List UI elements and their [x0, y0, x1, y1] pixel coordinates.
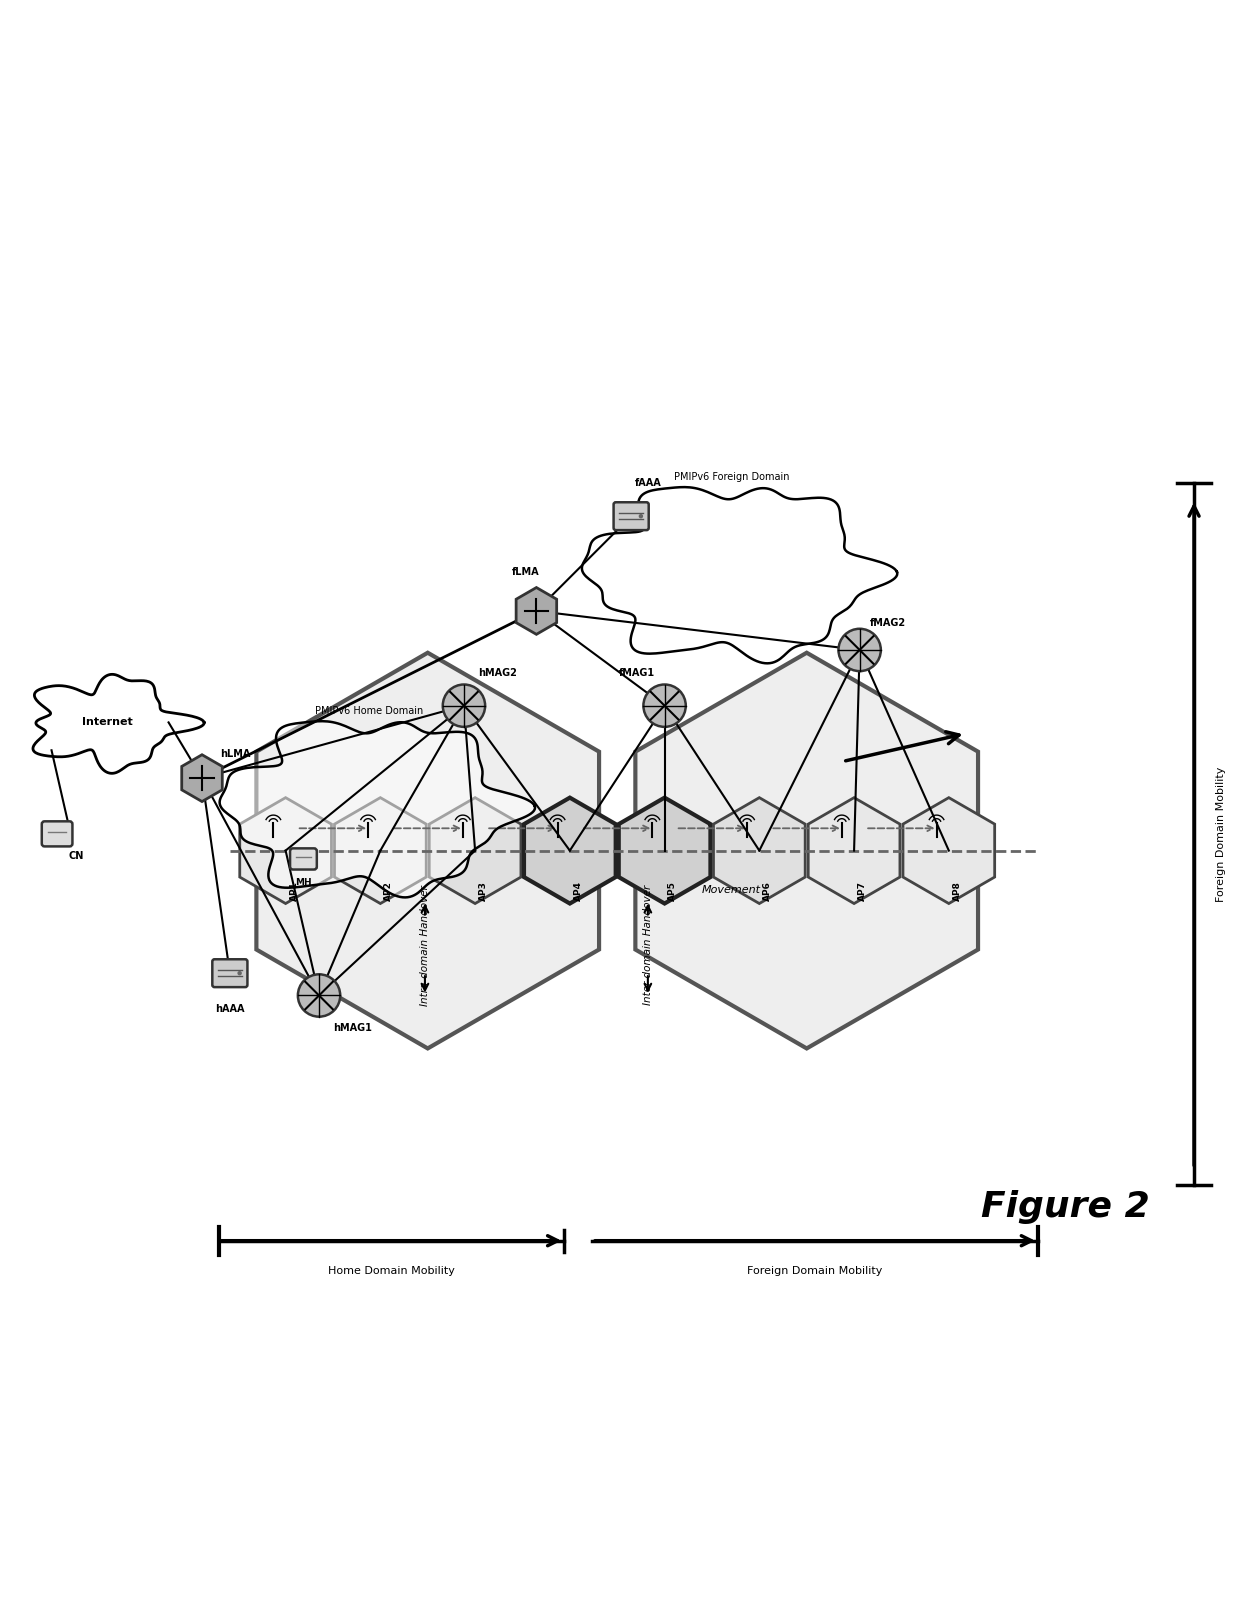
Polygon shape — [335, 798, 427, 904]
Text: AP6: AP6 — [763, 882, 773, 901]
Text: hMAG1: hMAG1 — [334, 1024, 372, 1033]
Polygon shape — [808, 798, 900, 904]
Text: CN: CN — [69, 851, 84, 861]
Polygon shape — [182, 754, 222, 801]
Polygon shape — [219, 721, 534, 898]
Polygon shape — [239, 798, 331, 904]
FancyBboxPatch shape — [614, 503, 649, 530]
Text: hMAG2: hMAG2 — [477, 667, 517, 677]
Text: AP7: AP7 — [858, 882, 867, 901]
Text: Intra-domain Handover: Intra-domain Handover — [420, 885, 430, 1006]
Circle shape — [838, 629, 880, 671]
Polygon shape — [525, 798, 616, 904]
Text: fLMA: fLMA — [511, 567, 539, 577]
Text: AP4: AP4 — [574, 882, 583, 901]
Polygon shape — [619, 798, 711, 904]
Text: Movement: Movement — [702, 885, 761, 895]
Text: PMIPv6 Foreign Domain: PMIPv6 Foreign Domain — [673, 472, 789, 482]
Text: AP1: AP1 — [289, 882, 299, 901]
Text: Inter-domain Handover: Inter-domain Handover — [642, 885, 653, 1006]
Text: AP3: AP3 — [479, 882, 489, 901]
Text: PMIPv6 Home Domain: PMIPv6 Home Domain — [315, 706, 423, 716]
Circle shape — [639, 514, 644, 519]
Circle shape — [644, 685, 686, 727]
Text: Home Domain Mobility: Home Domain Mobility — [329, 1265, 455, 1275]
Polygon shape — [635, 653, 978, 1048]
Text: AP5: AP5 — [668, 882, 677, 901]
Text: fMAG2: fMAG2 — [869, 617, 905, 627]
Circle shape — [237, 970, 242, 975]
Text: hLMA: hLMA — [221, 748, 250, 759]
Polygon shape — [33, 674, 205, 774]
Text: MH: MH — [295, 879, 311, 888]
Polygon shape — [429, 798, 521, 904]
FancyBboxPatch shape — [290, 848, 316, 869]
Text: Figure 2: Figure 2 — [982, 1190, 1151, 1224]
Text: fMAG1: fMAG1 — [619, 667, 655, 677]
Polygon shape — [582, 487, 898, 663]
FancyBboxPatch shape — [42, 822, 72, 846]
Text: AP2: AP2 — [384, 882, 393, 901]
Polygon shape — [516, 587, 557, 635]
Polygon shape — [257, 653, 599, 1048]
Text: Foreign Domain Mobility: Foreign Domain Mobility — [1216, 766, 1226, 901]
Text: Internet: Internet — [82, 717, 133, 727]
Polygon shape — [903, 798, 994, 904]
Text: hAAA: hAAA — [215, 1004, 244, 1014]
Text: Foreign Domain Mobility: Foreign Domain Mobility — [748, 1265, 883, 1275]
Circle shape — [298, 974, 340, 1017]
Text: fAAA: fAAA — [635, 479, 661, 488]
Text: AP8: AP8 — [952, 882, 962, 901]
Polygon shape — [713, 798, 805, 904]
Circle shape — [443, 685, 485, 727]
FancyBboxPatch shape — [212, 959, 248, 987]
